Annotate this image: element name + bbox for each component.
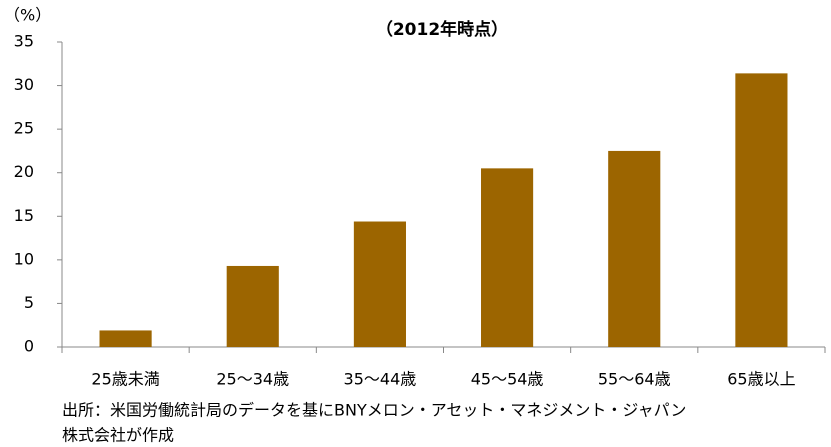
y-tick-label: 0 [24, 337, 34, 356]
source-note: 株式会社が作成 [62, 426, 174, 445]
y-tick-label: 30 [14, 75, 34, 94]
y-tick-label: 25 [14, 119, 34, 138]
x-tick-label: 45〜54歳 [471, 370, 544, 389]
x-tick-label: 35〜44歳 [344, 370, 417, 389]
x-tick-label: 25〜34歳 [216, 370, 289, 389]
chart-subtitle: （2012年時点） [376, 19, 508, 40]
bar [353, 221, 406, 347]
y-tick-label: 35 [14, 32, 34, 51]
bar [226, 265, 279, 347]
x-tick-label: 25歳未満 [91, 370, 159, 389]
bar [481, 168, 534, 347]
y-tick-label: 20 [14, 162, 34, 181]
bar [608, 150, 661, 347]
x-tick-label: 65歳以上 [727, 370, 795, 389]
y-tick-label: 10 [14, 249, 34, 268]
bar [99, 330, 152, 347]
y-tick-label: 15 [14, 206, 34, 225]
x-tick-label: 55〜64歳 [598, 370, 671, 389]
y-tick-label: 5 [24, 293, 34, 312]
y-axis-label: （%） [4, 6, 51, 25]
source-note: 出所：米国労働統計局のデータを基にBNYメロン・アセット・マネジメント・ジャパン [62, 401, 686, 420]
bar [735, 73, 788, 347]
